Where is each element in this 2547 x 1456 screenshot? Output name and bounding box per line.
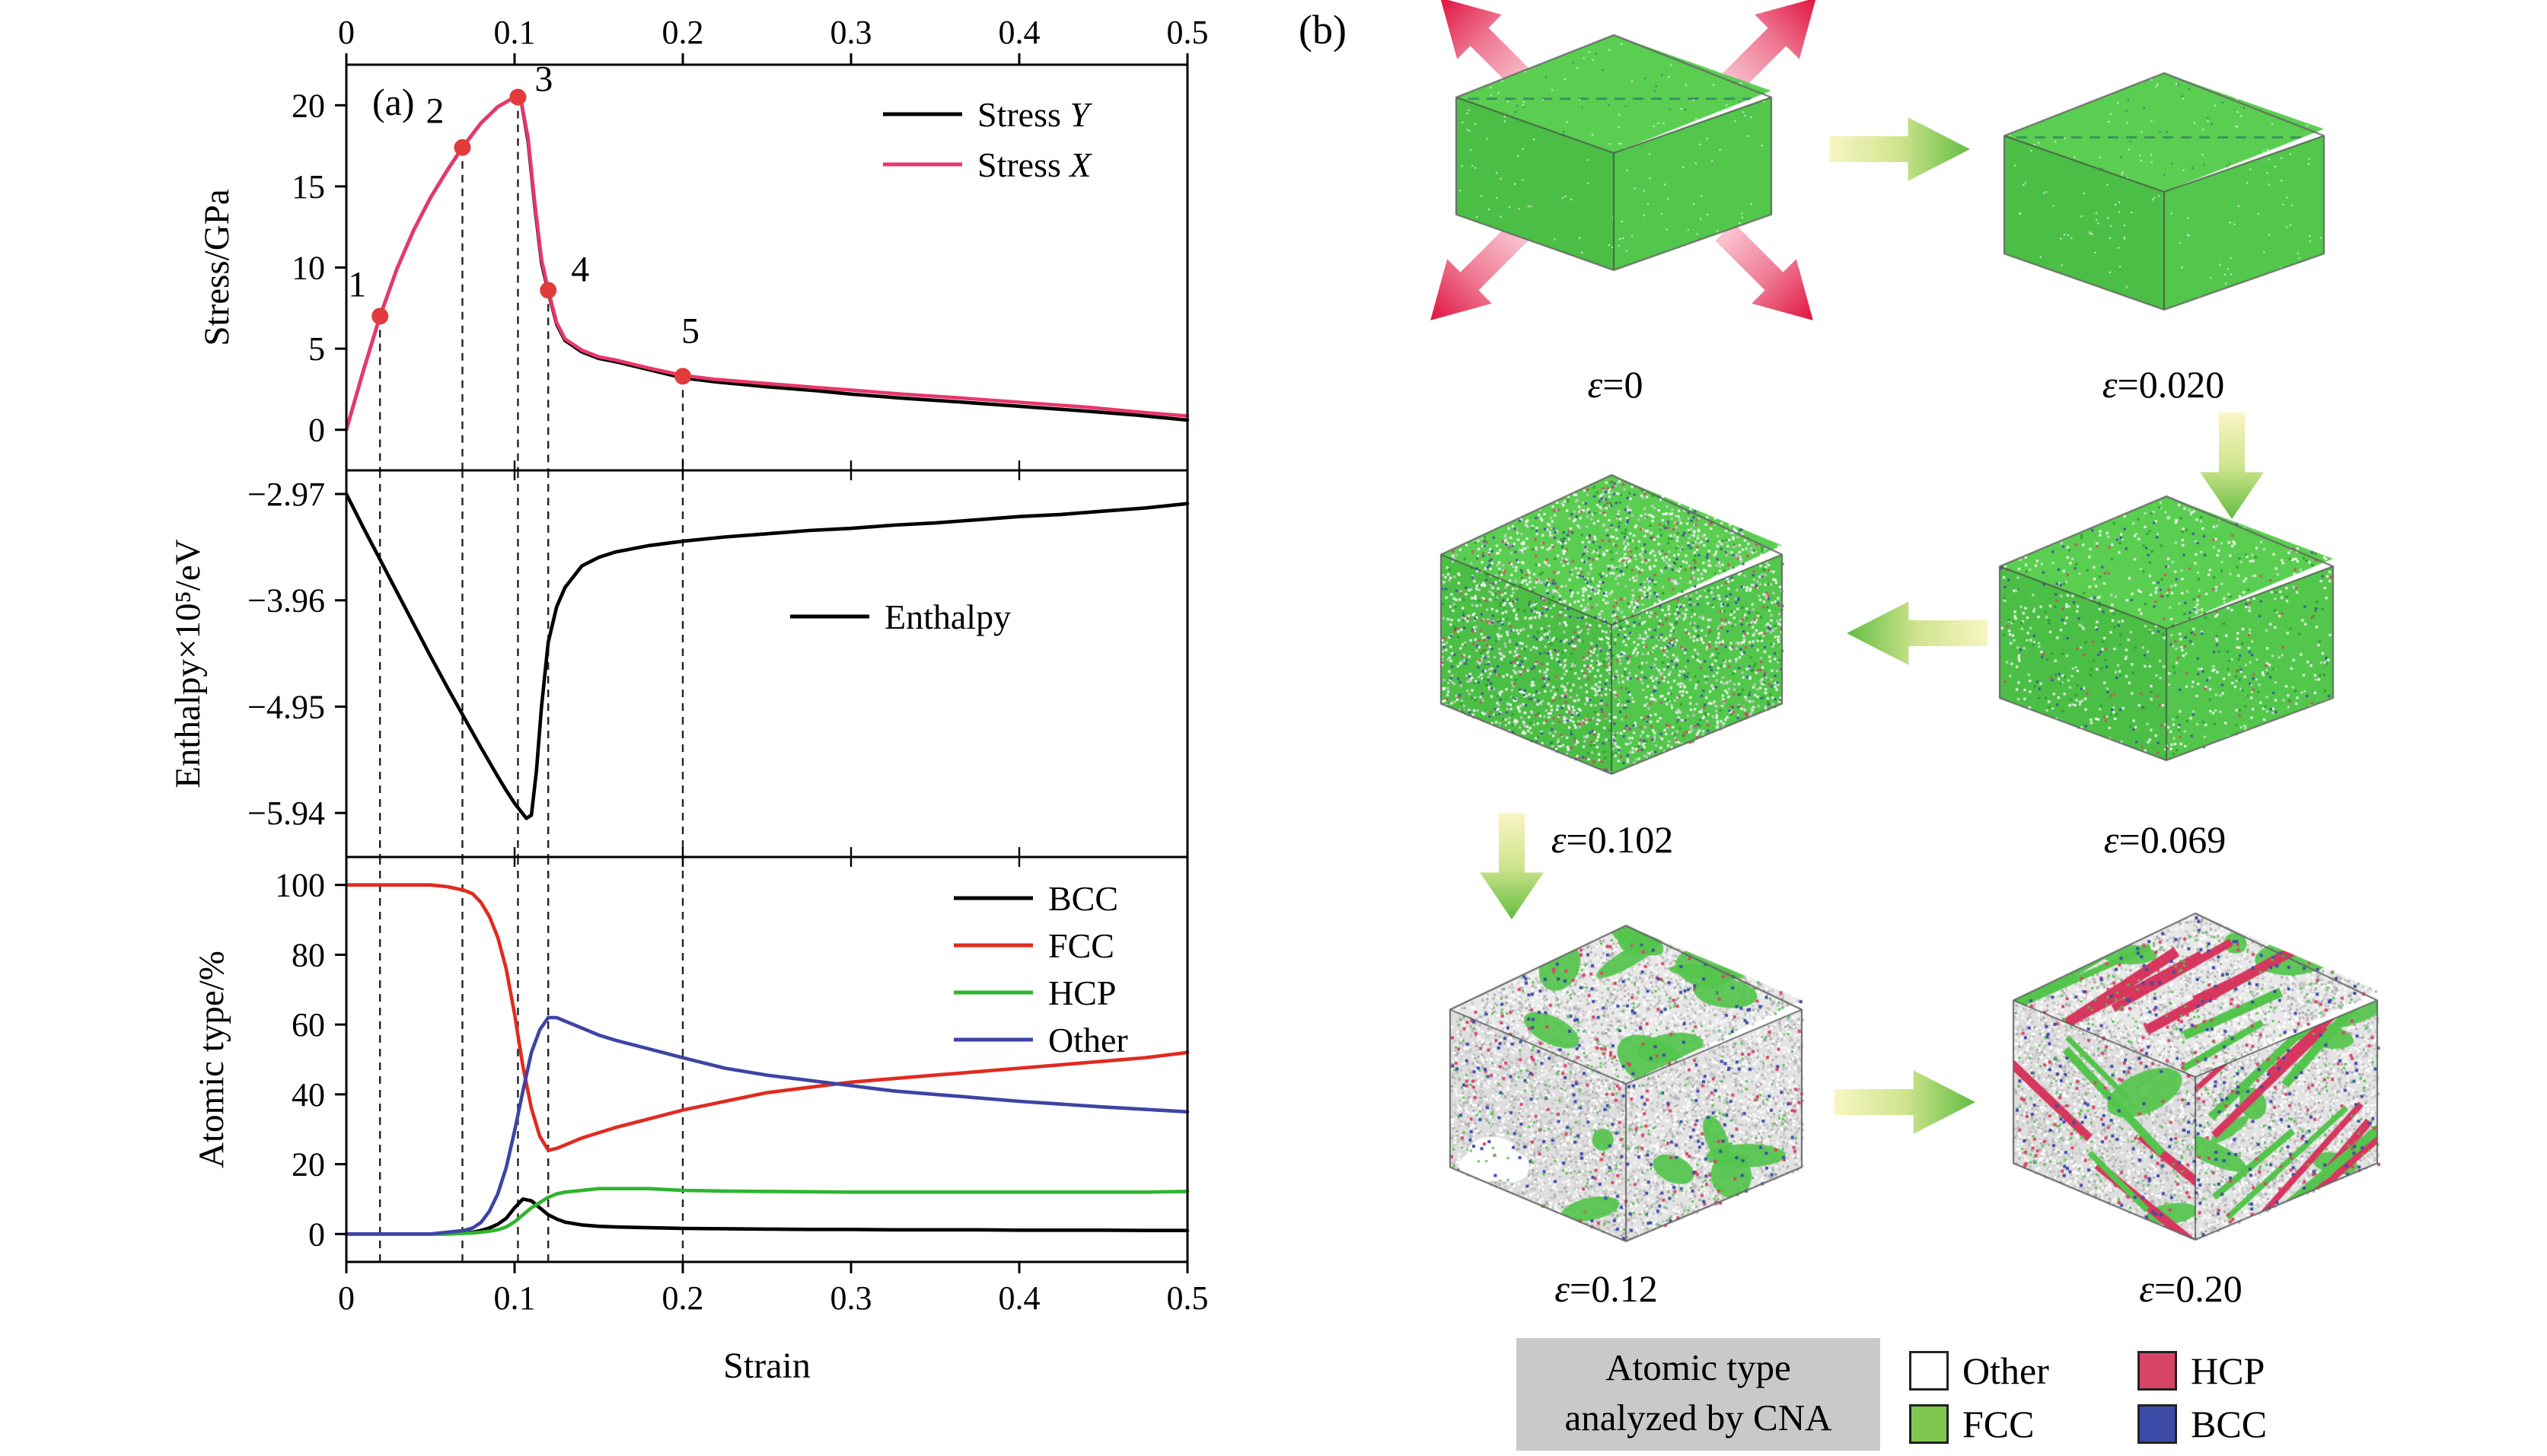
panel-a-label: (a) xyxy=(372,81,415,123)
snapshot-cube-6 xyxy=(2010,910,2381,1244)
y-tick-label: −3.96 xyxy=(247,582,325,620)
y-tick-label: 0 xyxy=(308,1215,325,1253)
legend-label: HCP xyxy=(1048,973,1116,1012)
legend-label: Other xyxy=(1048,1021,1128,1059)
cna-legend-title-line2: analyzed by CNA xyxy=(1564,1397,1832,1438)
flow-arrow-5-right xyxy=(1834,1070,1975,1134)
flow-arrow-3-left xyxy=(1846,601,1988,665)
panel-b-label: (b) xyxy=(1299,7,1347,53)
snapshot-label-3: ε=0.102 xyxy=(1551,818,1674,861)
y-tick-label: 0 xyxy=(308,412,325,449)
cna-legend-item-fcc: FCC xyxy=(1909,1402,2035,1446)
series-line-other xyxy=(344,1015,1190,1236)
marker-point-5 xyxy=(674,368,691,385)
x-tick-label-bottom: 0.2 xyxy=(662,1279,704,1317)
y-tick-label: 5 xyxy=(308,330,325,368)
chart-enthalpy: −2.97 −3.96 −4.95 −5.94 Enthalpy×10⁵/eV Entha… xyxy=(168,469,1190,859)
y-tick-label: 100 xyxy=(275,867,325,904)
y-tick-label: −5.94 xyxy=(247,795,325,832)
snapshot-cube-2 xyxy=(2000,70,2328,314)
y-tick-label: −2.97 xyxy=(247,476,325,513)
legend-label: Stress X xyxy=(977,145,1092,184)
flow-arrow-4-down xyxy=(1480,813,1544,919)
legend-label: FCC xyxy=(1048,926,1114,965)
snapshot-cube-5 xyxy=(1446,922,1806,1245)
x-tick-label-bottom: 0 xyxy=(338,1279,355,1317)
cna-swatch-label: FCC xyxy=(1962,1403,2035,1445)
cna-swatch-hcp xyxy=(2137,1351,2177,1391)
cna-swatch-label: Other xyxy=(1962,1349,2049,1392)
x-axis-title: Strain xyxy=(723,1346,811,1386)
cna-legend-item-other: Other xyxy=(1909,1349,2049,1393)
cna-swatch-label: HCP xyxy=(2191,1349,2265,1392)
x-tick-label-top: 0.2 xyxy=(662,14,704,51)
legend-label: Enthalpy xyxy=(885,597,1011,636)
legend-label: Stress Y xyxy=(977,95,1092,134)
x-tick-label-top: 0.3 xyxy=(830,14,872,51)
x-tick-label-bottom: 0.4 xyxy=(999,1279,1041,1317)
snapshot-cube-1 xyxy=(1452,32,1775,274)
marker-label-1: 1 xyxy=(348,264,366,304)
y-tick-label: 20 xyxy=(292,87,325,124)
snapshot-label-6: ε=0.20 xyxy=(2139,1267,2243,1310)
snapshot-label-5: ε=0.12 xyxy=(1554,1267,1658,1310)
snapshot-cube-3 xyxy=(1437,472,1786,778)
marker-label-4: 4 xyxy=(571,249,589,289)
x-tick-label-top: 0.4 xyxy=(999,14,1041,51)
x-tick-label-top: 0 xyxy=(338,14,355,51)
marker-point-1 xyxy=(371,307,389,325)
y-tick-label: 60 xyxy=(292,1006,325,1043)
series-line-enthalpy xyxy=(344,492,1190,820)
cna-legend-title-box: Atomic type analyzed by CNA xyxy=(1516,1338,1880,1451)
marker-point-2 xyxy=(454,139,471,156)
marker-label-5: 5 xyxy=(681,311,700,351)
x-tick-label-top: 0.5 xyxy=(1167,14,1209,51)
axes-frame xyxy=(345,855,1189,1263)
panel-b: (b) ε=0 ε=0.020 ε=0.102 ε=0.069 ε=0.12 ε=0.20… xyxy=(1248,0,2547,1456)
cna-legend-title-line1: Atomic type xyxy=(1605,1346,1791,1388)
y-tick-label: 20 xyxy=(292,1146,325,1184)
cna-legend-item-hcp: HCP xyxy=(2137,1349,2265,1393)
x-tick-label-bottom: 0.1 xyxy=(494,1279,536,1317)
y-axis-title: Enthalpy×10⁵/eV xyxy=(168,539,208,788)
snapshot-label-4: ε=0.069 xyxy=(2103,818,2227,861)
axes-frame xyxy=(345,469,1189,859)
snapshot-layer: ε=0 ε=0.020 ε=0.102 ε=0.069 ε=0.12 ε=0.20 xyxy=(1248,0,2547,1456)
y-tick-label: 80 xyxy=(292,936,325,973)
marker-point-4 xyxy=(540,282,557,299)
y-tick-label: 40 xyxy=(292,1076,325,1114)
flow-arrow-1-right xyxy=(1828,117,1970,181)
series-line-stress-x xyxy=(344,95,1190,432)
cna-legend-item-bcc: BCC xyxy=(2137,1402,2267,1446)
marker-label-2: 2 xyxy=(426,91,444,132)
x-tick-label-bottom: 0.3 xyxy=(830,1279,872,1317)
snapshot-cube-4 xyxy=(1996,493,2337,764)
cna-swatch-label: BCC xyxy=(2191,1403,2268,1445)
marker-point-3 xyxy=(509,88,527,106)
series-line-fcc xyxy=(344,883,1190,1152)
chart-atomic: 0 20 40 60 80 100 0 0.1 0.2 0.3 0.4 0.5 Atomic type/… xyxy=(192,855,1209,1386)
cna-swatch-bcc xyxy=(2137,1404,2177,1444)
y-tick-label: 10 xyxy=(292,250,325,287)
y-tick-label: 15 xyxy=(292,168,325,205)
snapshot-label-2: ε=0.020 xyxy=(2102,363,2225,406)
y-tick-label: −4.95 xyxy=(247,688,325,725)
cna-swatch-other xyxy=(1909,1351,1949,1391)
y-axis-title: Atomic type/% xyxy=(192,951,231,1168)
x-tick-label-bottom: 0.5 xyxy=(1167,1279,1209,1317)
flow-arrow-2-down xyxy=(2200,413,2264,519)
y-axis-title: Stress/GPa xyxy=(197,189,237,346)
cna-swatch-fcc xyxy=(1909,1404,1949,1444)
legend-label: BCC xyxy=(1048,879,1118,918)
series-line-hcp xyxy=(344,1187,1190,1236)
x-tick-label-top: 0.1 xyxy=(494,14,536,51)
snapshot-label-1: ε=0 xyxy=(1587,363,1643,406)
